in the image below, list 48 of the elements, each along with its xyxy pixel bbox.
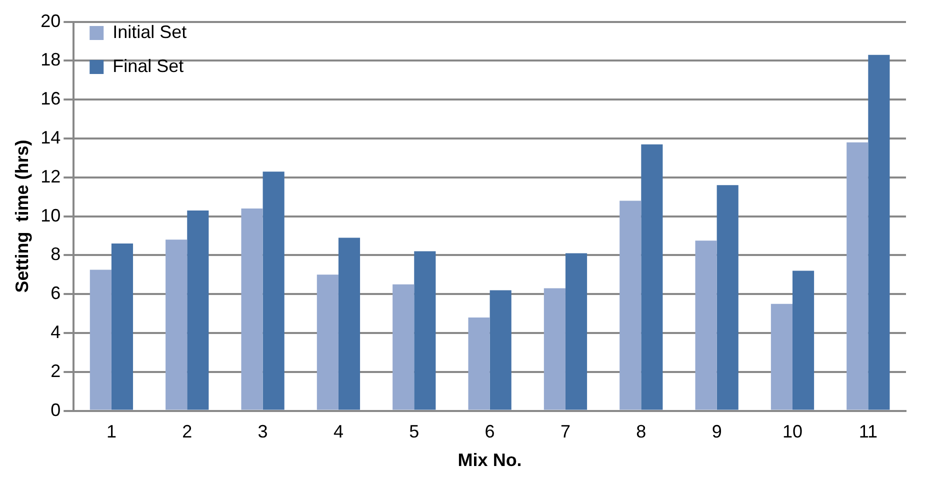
bar <box>565 253 588 410</box>
bar <box>338 238 360 410</box>
y-tick-label: 20 <box>40 10 61 31</box>
y-axis-title: Setting time (hrs) <box>12 140 32 293</box>
x-tick-label: 10 <box>782 422 803 442</box>
bar <box>241 208 263 410</box>
x-tick-label: 11 <box>858 422 878 442</box>
bar <box>620 200 642 410</box>
bar <box>316 274 338 410</box>
bar <box>392 284 414 410</box>
bar <box>187 210 209 410</box>
x-tick-label: 2 <box>182 422 192 442</box>
y-tick-label: 16 <box>40 88 61 109</box>
y-tick-label: 4 <box>50 322 61 342</box>
bar <box>846 142 868 410</box>
bar <box>641 144 663 410</box>
y-tick-label: 0 <box>50 400 61 420</box>
bar <box>792 270 814 410</box>
y-tick-label: 12 <box>40 166 61 186</box>
bar <box>111 244 134 410</box>
bar <box>262 172 284 410</box>
x-tick-label: 8 <box>636 422 646 442</box>
y-tick-label: 14 <box>40 127 61 148</box>
x-tick-label: 4 <box>333 422 344 442</box>
bar <box>90 270 112 410</box>
bar <box>716 185 738 410</box>
bar <box>490 290 512 410</box>
y-tick-label: 18 <box>40 50 61 70</box>
x-tick-label: 3 <box>258 422 268 442</box>
legend-label: Initial Set <box>112 22 187 42</box>
x-tick-label: 5 <box>409 422 420 442</box>
x-tick-label: 1 <box>106 422 116 442</box>
bar <box>166 240 188 410</box>
x-axis-title: Mix No. <box>458 450 522 470</box>
y-tick-label: 2 <box>50 360 61 381</box>
x-tick-label: 9 <box>712 422 722 442</box>
bar <box>544 288 566 410</box>
y-tick-label: 8 <box>50 244 61 264</box>
x-tick-label: 6 <box>484 422 495 442</box>
y-tick-label: 10 <box>40 205 61 226</box>
legend-label: Final Set <box>112 56 184 76</box>
bar <box>414 251 436 410</box>
bar <box>868 54 890 410</box>
x-tick-label: 7 <box>560 422 570 442</box>
bar <box>695 240 717 410</box>
y-tick-label: 6 <box>50 283 61 304</box>
bar <box>468 317 490 410</box>
bar <box>770 304 792 410</box>
